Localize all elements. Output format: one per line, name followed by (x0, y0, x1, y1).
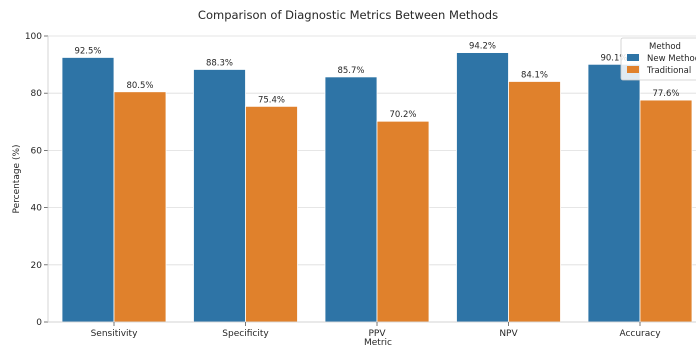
x-axis: Sensitivity Specificity PPV NPV Accuracy (91, 322, 661, 339)
y-axis-label: Percentage (%) (12, 144, 22, 213)
y-tick-label: 20 (31, 261, 43, 271)
y-axis: 0 20 40 60 80 100 (25, 32, 696, 328)
x-axis-label: Metric (364, 338, 392, 347)
data-label: 80.5% (126, 81, 153, 91)
y-tick-label: 60 (31, 146, 43, 156)
legend-title: Method (649, 42, 681, 52)
bar-traditional-accuracy (639, 99, 693, 323)
legend-label-traditional: Traditional (646, 66, 691, 76)
legend-label-new-method: New Method (647, 54, 696, 64)
data-label: 88.3% (206, 58, 233, 68)
x-tick-label: NPV (499, 329, 518, 339)
data-label: 90.1% (600, 53, 627, 63)
data-label: 77.6% (652, 89, 679, 99)
bar-new-method-specificity (193, 69, 246, 323)
x-tick-label: PPV (368, 329, 386, 339)
data-label: 94.2% (469, 42, 496, 52)
bars (61, 52, 693, 323)
y-tick-label: 80 (31, 89, 43, 99)
data-labels: 92.5% 80.5% 88.3% 75.4% 85.7% 70.2% 94.2% 84.1%… (74, 42, 679, 121)
chart-title: Comparison of Diagnostic Metrics Between… (197, 8, 499, 22)
data-label: 85.7% (337, 66, 364, 76)
y-tick-label: 100 (25, 32, 42, 42)
bar-traditional-sensitivity (113, 91, 167, 323)
bar-traditional-ppv (376, 120, 430, 323)
bar-new-method-accuracy (587, 63, 641, 323)
data-label: 75.4% (258, 95, 285, 105)
x-tick-label: Specificity (222, 329, 269, 339)
data-label: 70.2% (389, 110, 416, 120)
y-tick-label: 40 (31, 204, 43, 214)
bar-new-method-sensitivity (61, 57, 115, 323)
data-label: 92.5% (74, 46, 101, 56)
bar-new-method-npv (456, 52, 509, 323)
y-tick-label: 0 (36, 318, 42, 328)
bar-traditional-npv (508, 81, 561, 323)
x-tick-label: Accuracy (619, 329, 661, 339)
bar-new-method-ppv (324, 76, 378, 323)
bar-traditional-specificity (245, 105, 298, 323)
legend-box (620, 37, 696, 81)
legend-swatch-new-method (627, 54, 639, 61)
legend: Method New Method Traditional (620, 37, 696, 81)
data-label: 84.1% (521, 70, 548, 80)
x-tick-label: Sensitivity (91, 329, 139, 339)
legend-swatch-traditional (627, 66, 639, 73)
